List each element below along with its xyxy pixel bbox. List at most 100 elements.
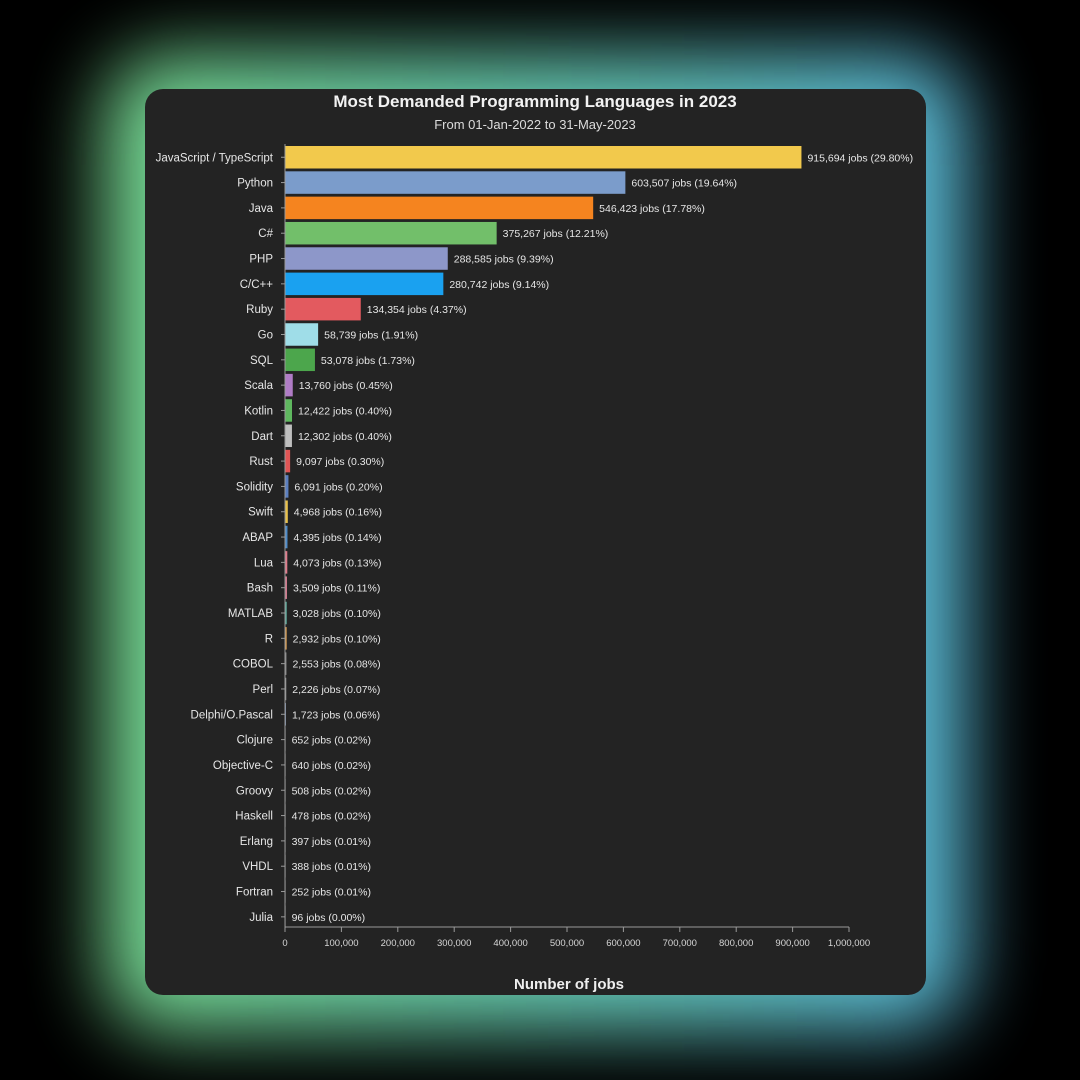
data-label: 640 jobs (0.02%): [292, 760, 371, 772]
x-tick-label: 500,000: [550, 938, 584, 949]
x-tick-label: 400,000: [493, 938, 527, 949]
category-label: C#: [258, 228, 273, 240]
bar-17: [285, 576, 287, 599]
data-label: 4,395 jobs (0.14%): [293, 532, 381, 544]
data-label: 2,226 jobs (0.07%): [292, 684, 380, 696]
data-label: 2,553 jobs (0.08%): [292, 659, 380, 671]
category-label: Objective-C: [213, 760, 273, 772]
data-label: 3,509 jobs (0.11%): [293, 583, 380, 595]
chart-subtitle: From 01-Jan-2022 to 31-May-2023: [434, 117, 636, 132]
category-label: VHDL: [242, 861, 273, 873]
category-label: JavaScript / TypeScript: [156, 152, 274, 164]
bar-7: [285, 323, 319, 346]
category-label: C/C++: [240, 279, 274, 291]
bar-13: [285, 475, 289, 498]
bar-0: [285, 146, 802, 169]
category-label: COBOL: [233, 659, 274, 671]
data-label: 58,739 jobs (1.91%): [324, 329, 418, 341]
category-label: PHP: [249, 254, 273, 266]
x-tick-label: 700,000: [663, 938, 697, 949]
bar-9: [285, 373, 293, 397]
category-label: SQL: [250, 355, 274, 367]
data-label: 96 jobs (0.00%): [292, 912, 366, 924]
bar-4: [285, 247, 448, 270]
bars-group: 915,694 jobs (29.80%) 603,507 jobs (19.64…: [285, 146, 913, 929]
x-tick-label: 900,000: [775, 938, 809, 949]
x-tick-label: 0: [282, 938, 287, 949]
category-label: Rust: [249, 456, 273, 468]
bar-8: [285, 348, 315, 372]
category-label: Solidity: [236, 481, 273, 493]
category-label: Lua: [254, 557, 274, 569]
bar-3: [285, 221, 497, 245]
category-label: Ruby: [246, 304, 273, 316]
data-label: 53,078 jobs (1.73%): [321, 355, 415, 367]
data-label: 12,302 jobs (0.40%): [298, 431, 392, 443]
data-label: 13,760 jobs (0.45%): [299, 380, 393, 392]
data-label: 508 jobs (0.02%): [292, 785, 371, 797]
x-tick-label: 300,000: [437, 938, 471, 949]
data-label: 4,968 jobs (0.16%): [294, 507, 382, 519]
bar-5: [285, 272, 444, 296]
data-label: 375,267 jobs (12.21%): [503, 228, 609, 240]
category-label: Perl: [253, 684, 273, 696]
category-label: MATLAB: [228, 608, 273, 620]
category-label: Fortran: [236, 887, 273, 899]
bar-chart: Most Demanded Programming Languages in 2…: [156, 92, 914, 993]
bar-11: [285, 424, 292, 448]
category-label: Julia: [249, 912, 273, 924]
category-label: Haskell: [235, 811, 273, 823]
bar-15: [285, 525, 288, 549]
data-label: 915,694 jobs (29.80%): [807, 152, 913, 164]
axes-group: JavaScript / TypeScript Python Java C# PHP C/…: [156, 144, 870, 949]
chart-panel: Most Demanded Programming Languages in 2…: [145, 89, 926, 995]
data-label: 2,932 jobs (0.10%): [293, 633, 381, 645]
data-label: 6,091 jobs (0.20%): [294, 481, 382, 493]
bar-1: [285, 171, 626, 194]
bar-2: [285, 196, 594, 220]
category-label: Java: [249, 203, 274, 215]
data-label: 12,422 jobs (0.40%): [298, 405, 392, 417]
data-label: 397 jobs (0.01%): [292, 836, 371, 848]
data-label: 3,028 jobs (0.10%): [293, 608, 381, 620]
bar-18: [285, 601, 287, 625]
x-tick-label: 600,000: [606, 938, 640, 949]
data-label: 1,723 jobs (0.06%): [292, 709, 380, 721]
category-label: Clojure: [237, 735, 273, 747]
x-tick-label: 800,000: [719, 938, 753, 949]
bar-6: [285, 297, 361, 321]
category-label: Go: [258, 329, 273, 341]
x-tick-label: 1,000,000: [828, 938, 870, 949]
bar-21: [285, 677, 287, 701]
data-label: 288,585 jobs (9.39%): [454, 254, 554, 266]
data-label: 652 jobs (0.02%): [292, 735, 371, 747]
data-label: 546,423 jobs (17.78%): [599, 203, 705, 215]
data-label: 603,507 jobs (19.64%): [631, 178, 737, 190]
category-label: Delphi/O.Pascal: [191, 709, 273, 721]
category-label: ABAP: [242, 532, 273, 544]
category-label: Erlang: [240, 836, 273, 848]
bar-16: [285, 551, 288, 574]
data-label: 280,742 jobs (9.14%): [449, 279, 549, 291]
category-label: Groovy: [236, 785, 273, 797]
bar-12: [285, 449, 291, 473]
bar-19: [285, 627, 287, 650]
chart-title: Most Demanded Programming Languages in 2…: [333, 92, 736, 111]
category-label: R: [265, 633, 273, 645]
x-axis-label: Number of jobs: [514, 976, 624, 993]
bar-14: [285, 500, 288, 523]
data-label: 9,097 jobs (0.30%): [296, 456, 384, 468]
category-label: Bash: [247, 583, 273, 595]
category-label: Scala: [244, 380, 273, 392]
category-label: Swift: [248, 507, 274, 519]
category-label: Dart: [251, 431, 274, 443]
data-label: 388 jobs (0.01%): [292, 861, 371, 873]
data-label: 4,073 jobs (0.13%): [293, 557, 381, 569]
category-label: Python: [237, 178, 273, 190]
category-label: Kotlin: [244, 405, 273, 417]
bar-20: [285, 652, 287, 675]
data-label: 478 jobs (0.02%): [292, 811, 371, 823]
x-tick-label: 200,000: [381, 938, 415, 949]
data-label: 252 jobs (0.01%): [292, 887, 371, 899]
x-tick-label: 100,000: [324, 938, 358, 949]
